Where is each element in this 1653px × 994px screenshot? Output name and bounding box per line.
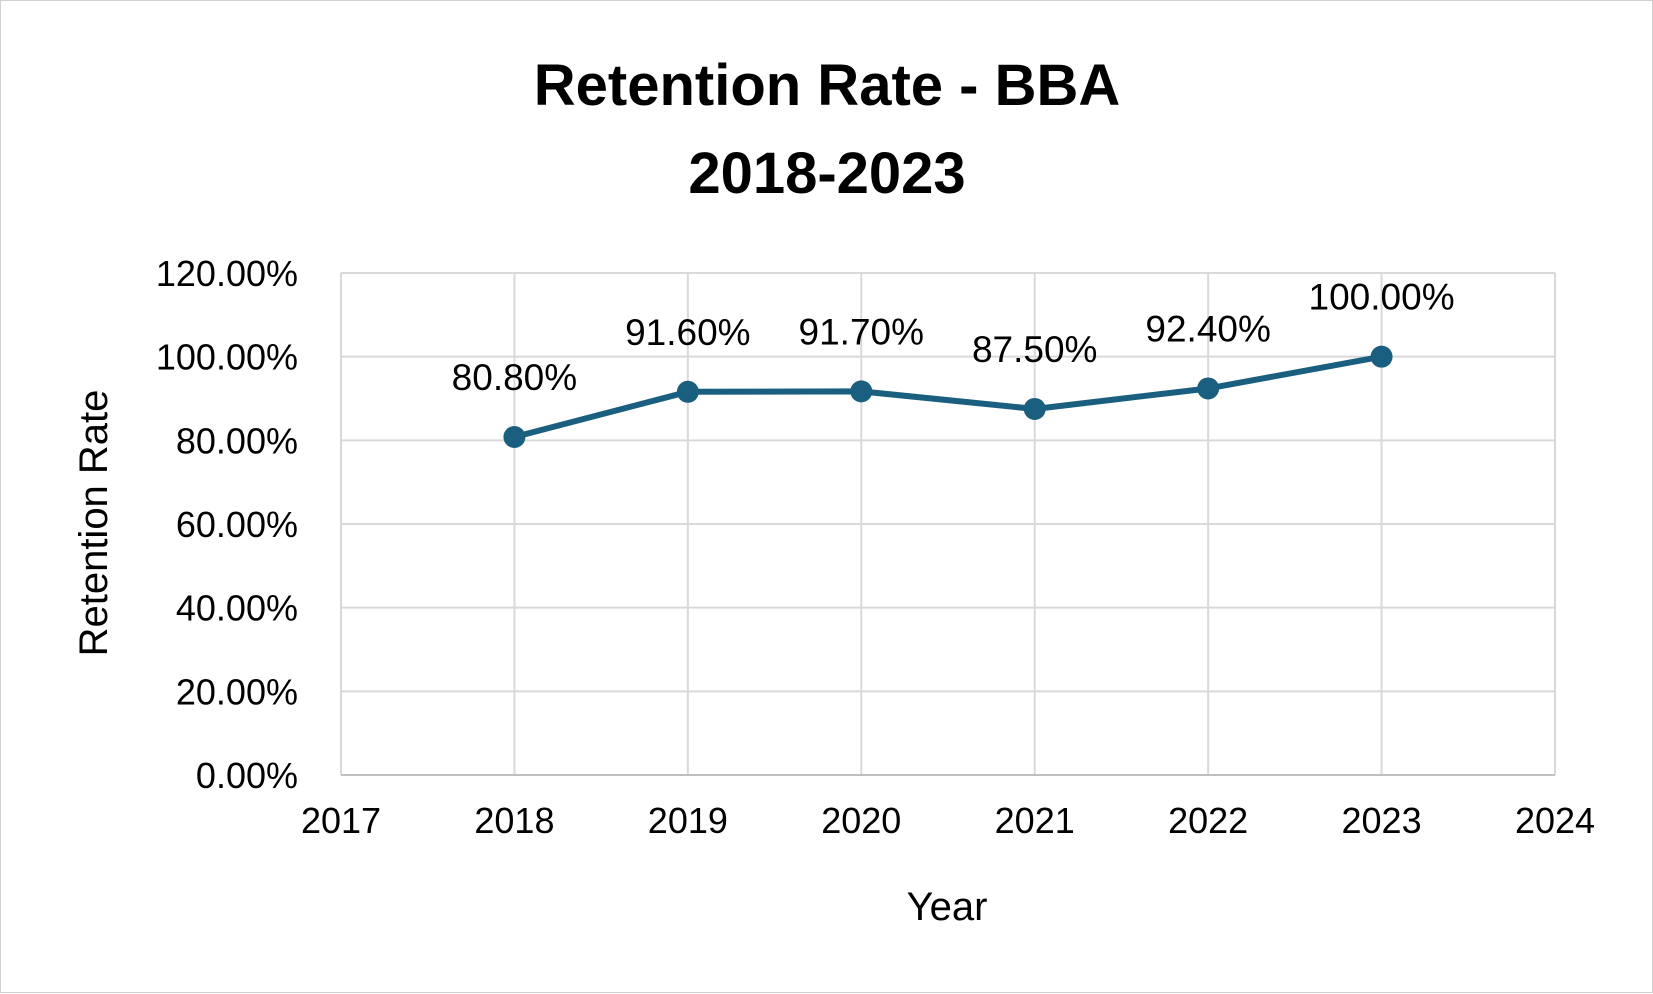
x-axis-title: Year xyxy=(907,885,988,929)
y-tick-label: 20.00% xyxy=(176,671,298,712)
y-axis-title: Retention Rate xyxy=(72,390,116,657)
y-tick-label: 80.00% xyxy=(176,420,298,461)
data-point xyxy=(850,380,873,403)
data-label: 80.80% xyxy=(452,357,578,398)
y-tick-label: 60.00% xyxy=(176,504,298,545)
y-tick-label: 100.00% xyxy=(156,337,298,378)
x-tick-label: 2020 xyxy=(821,800,901,841)
data-labels: 80.80% 91.60% 91.70% 87.50% 92.40% 100.00% xyxy=(452,277,1455,398)
data-point xyxy=(1023,397,1046,420)
axes: 0.00% 20.00% 40.00% 60.00% 80.00% 100.00% 120.… xyxy=(156,253,1595,841)
data-series xyxy=(503,345,1393,448)
data-label: 91.70% xyxy=(799,311,925,352)
data-label: 87.50% xyxy=(972,329,1098,370)
y-tick-label: 120.00% xyxy=(156,253,298,294)
data-label: 100.00% xyxy=(1309,277,1455,318)
x-tick-label: 2024 xyxy=(1515,800,1595,841)
chart-title-line-1: Retention Rate - BBA xyxy=(534,53,1120,118)
x-tick-label: 2017 xyxy=(301,800,381,841)
x-tick-label: 2023 xyxy=(1342,800,1422,841)
series-line xyxy=(513,353,1383,440)
x-tick-label: 2018 xyxy=(474,800,554,841)
gridlines xyxy=(341,272,1556,775)
data-point xyxy=(1197,377,1220,400)
chart-title-line-2: 2018-2023 xyxy=(688,141,965,206)
data-point xyxy=(676,380,699,403)
x-tick-label: 2019 xyxy=(648,800,728,841)
data-point xyxy=(1370,345,1393,368)
x-tick-label: 2021 xyxy=(995,800,1075,841)
data-label: 92.40% xyxy=(1145,308,1271,349)
x-tick-label: 2022 xyxy=(1168,800,1248,841)
data-label: 91.60% xyxy=(625,312,751,353)
data-point xyxy=(503,425,526,448)
y-tick-label: 0.00% xyxy=(196,755,298,796)
y-tick-label: 40.00% xyxy=(176,588,298,629)
